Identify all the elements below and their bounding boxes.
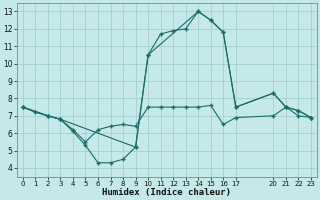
- X-axis label: Humidex (Indice chaleur): Humidex (Indice chaleur): [102, 188, 231, 197]
